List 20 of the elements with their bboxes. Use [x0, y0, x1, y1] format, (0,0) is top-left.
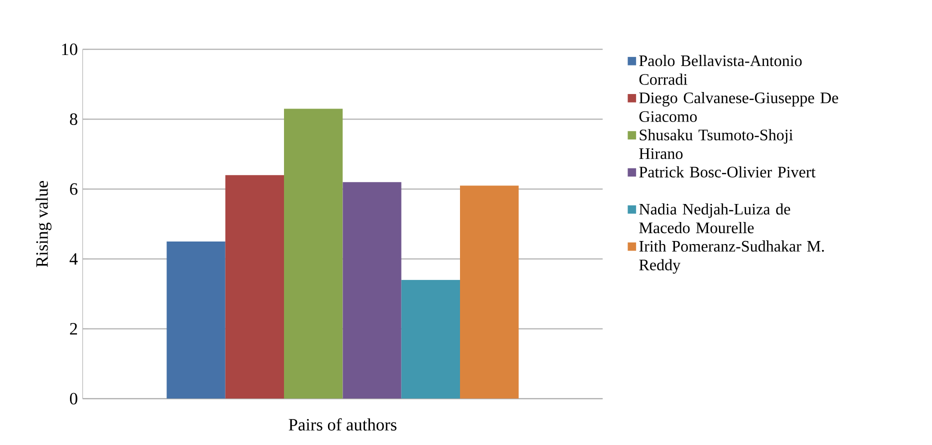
- y-tick-label: 0: [70, 392, 78, 404]
- bar: [342, 182, 402, 399]
- y-tick-label: 6: [70, 183, 78, 195]
- x-axis-title: Pairs of authors: [288, 418, 396, 430]
- y-tick-label: 2: [70, 322, 78, 334]
- bar: [284, 108, 343, 399]
- bar: [225, 174, 284, 399]
- legend-label: Diego Calvanese-Giuseppe De Giacomo: [639, 92, 838, 122]
- y-tick-label: 10: [62, 43, 78, 56]
- y-tick-label: 4: [70, 253, 78, 264]
- bar: [166, 241, 226, 399]
- y-axis-title: Rising value: [36, 180, 52, 267]
- legend-label: Shusaku Tsumoto-Shoji Hirano: [639, 128, 793, 159]
- legend-label: Patrick Bosc-Olivier Pivert: [639, 166, 816, 178]
- legend-label: Nadia Nedjah-Luiza de Macedo Mourelle: [639, 203, 790, 234]
- y-tick-label: 8: [70, 113, 78, 125]
- legend-label: Paolo Bellavista-Antonio Corradi: [639, 54, 802, 85]
- bar: [401, 280, 460, 399]
- bar: [460, 185, 519, 399]
- legend-label: Irith Pomeranz-Sudhakar M. Reddy: [639, 240, 824, 274]
